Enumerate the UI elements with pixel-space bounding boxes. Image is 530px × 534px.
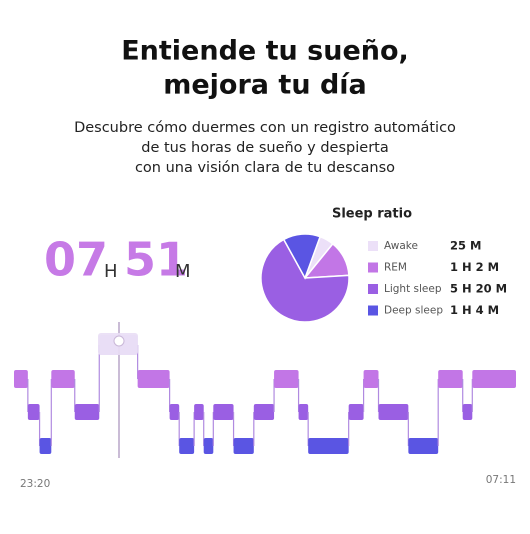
value-label: 5 H 20 M <box>450 282 507 296</box>
stage-segment <box>169 404 180 420</box>
minutes-unit: M <box>175 261 191 282</box>
cursor-knob <box>113 335 125 347</box>
value-label: 25 M <box>450 239 481 253</box>
stage-segment <box>203 438 214 454</box>
stage-segment <box>194 404 204 420</box>
legend-label: Deep sleep <box>384 305 443 317</box>
stage-segment <box>213 404 234 420</box>
legend-swatch <box>368 241 378 251</box>
value-label: 1 H 2 M <box>450 260 499 274</box>
stage-segment <box>233 438 254 454</box>
minutes: 51 <box>124 233 188 287</box>
stage-segment <box>179 438 195 454</box>
hours-unit: H <box>104 261 118 282</box>
stage-segment <box>348 404 364 420</box>
hours: 07 <box>44 233 108 287</box>
stage-segment <box>51 370 75 388</box>
stage-segment <box>462 404 473 420</box>
stage-segment <box>438 370 463 388</box>
stage-segment <box>408 438 439 454</box>
title-line: Entiende tu sueño, <box>121 36 409 67</box>
stage-segment <box>363 370 379 388</box>
legend-label: Light sleep <box>384 283 442 295</box>
stage-segment <box>472 370 516 388</box>
stage-segment <box>298 404 309 420</box>
stage-segment <box>39 438 52 454</box>
title-line: mejora tu día <box>163 70 367 101</box>
stage-segment <box>137 370 170 388</box>
subtitle-line: Descubre cómo duermes con un registro au… <box>74 120 456 136</box>
hypnogram <box>14 335 516 454</box>
legend-swatch <box>368 305 378 316</box>
stage-segment <box>253 404 275 420</box>
stage-segment <box>27 404 40 420</box>
legend-swatch <box>368 262 378 273</box>
stage-segment <box>308 438 349 454</box>
legend-swatch <box>368 284 378 294</box>
subtitle-line: con una visión clara de tu descanso <box>135 160 395 176</box>
stage-segment <box>274 370 299 388</box>
subtitle-line: de tus horas de sueño y despierta <box>141 140 388 156</box>
pie-slice <box>260 238 350 323</box>
pie-slice <box>282 233 322 280</box>
start-time: 23:20 <box>20 478 50 490</box>
value-label: 1 H 4 M <box>450 303 499 317</box>
end-time: 07:11 <box>486 474 516 486</box>
stage-segment <box>14 370 28 388</box>
legend-label: REM <box>384 262 407 274</box>
stage-segment <box>378 404 409 420</box>
stage-segment <box>74 404 100 420</box>
pie-title: Sleep ratio <box>332 207 412 222</box>
legend-label: Awake <box>384 240 418 252</box>
